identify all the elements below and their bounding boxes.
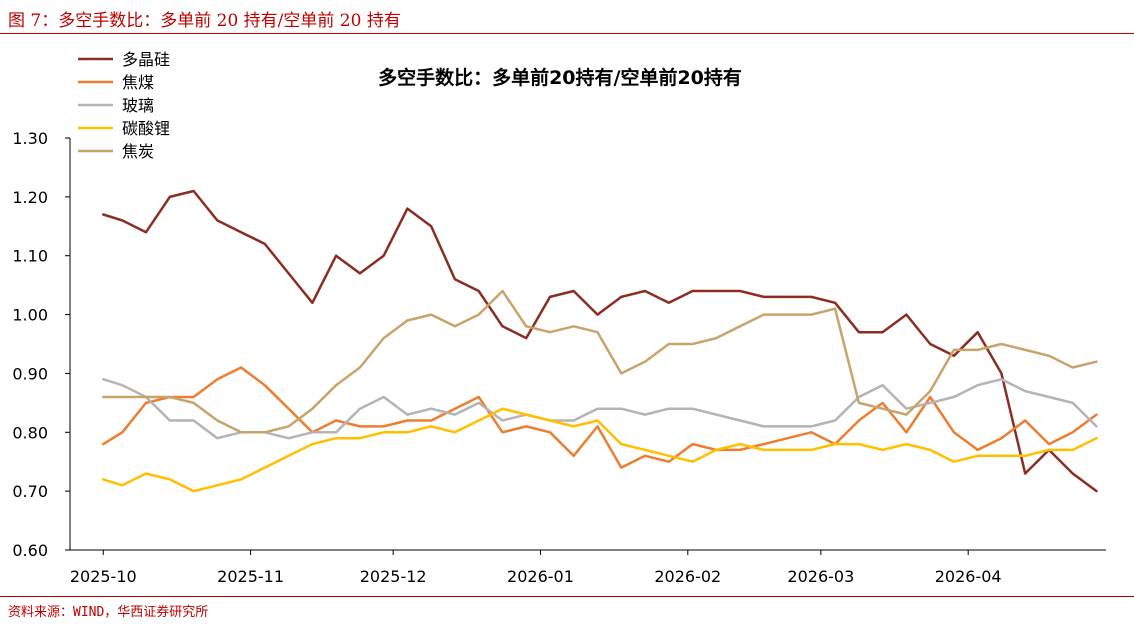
bottom-rule (0, 596, 1134, 597)
legend-label-4: 碳酸锂 (122, 119, 170, 138)
y-tick-label: 1.20 (12, 188, 48, 207)
y-tick-label: 0.80 (12, 423, 48, 442)
top-rule (0, 33, 1134, 34)
x-tick-label: 2025-12 (360, 567, 427, 586)
series-line-1 (102, 189, 1098, 493)
figure-title: 图 7：多空手数比：多单前 20 持有/空单前 20 持有 (8, 11, 401, 31)
y-tick-label: 1.10 (12, 247, 48, 266)
legend-label-2: 焦煤 (122, 73, 154, 92)
x-tick-label: 2026-03 (787, 567, 854, 586)
y-tick-label: 0.70 (12, 482, 48, 501)
chart-axes: 0.60 0.70 0.80 0.90 1.00 1.10 1.20 1.30 2025-10 2… (12, 129, 1106, 586)
series-line-5 (102, 289, 1098, 434)
series-line-2 (102, 366, 1098, 469)
y-tick-label: 0.90 (12, 364, 48, 383)
series-line-4 (102, 407, 1098, 493)
x-tick-label: 2025-11 (217, 567, 284, 586)
x-tick-label: 2026-02 (654, 567, 721, 586)
line-chart: 多空手数比：多单前20持有/空单前20持有 0.60 0.70 0.80 0.90 1.… (12, 50, 1106, 586)
legend-label-3: 玻璃 (122, 96, 154, 115)
y-tick-label: 0.60 (12, 541, 48, 560)
x-tick-label: 2026-04 (935, 567, 1002, 586)
legend-label-1: 多晶硅 (122, 50, 170, 69)
chart-title: 多空手数比：多单前20持有/空单前20持有 (378, 66, 742, 89)
source-note: 资料来源：WIND，华西证券研究所 (8, 605, 209, 620)
chart-series (102, 189, 1098, 493)
y-tick-label: 1.00 (12, 306, 48, 325)
x-tick-label: 2026-01 (507, 567, 574, 586)
legend-label-5: 焦炭 (122, 142, 154, 161)
y-tick-label: 1.30 (12, 129, 48, 148)
x-tick-label: 2025-10 (70, 567, 137, 586)
